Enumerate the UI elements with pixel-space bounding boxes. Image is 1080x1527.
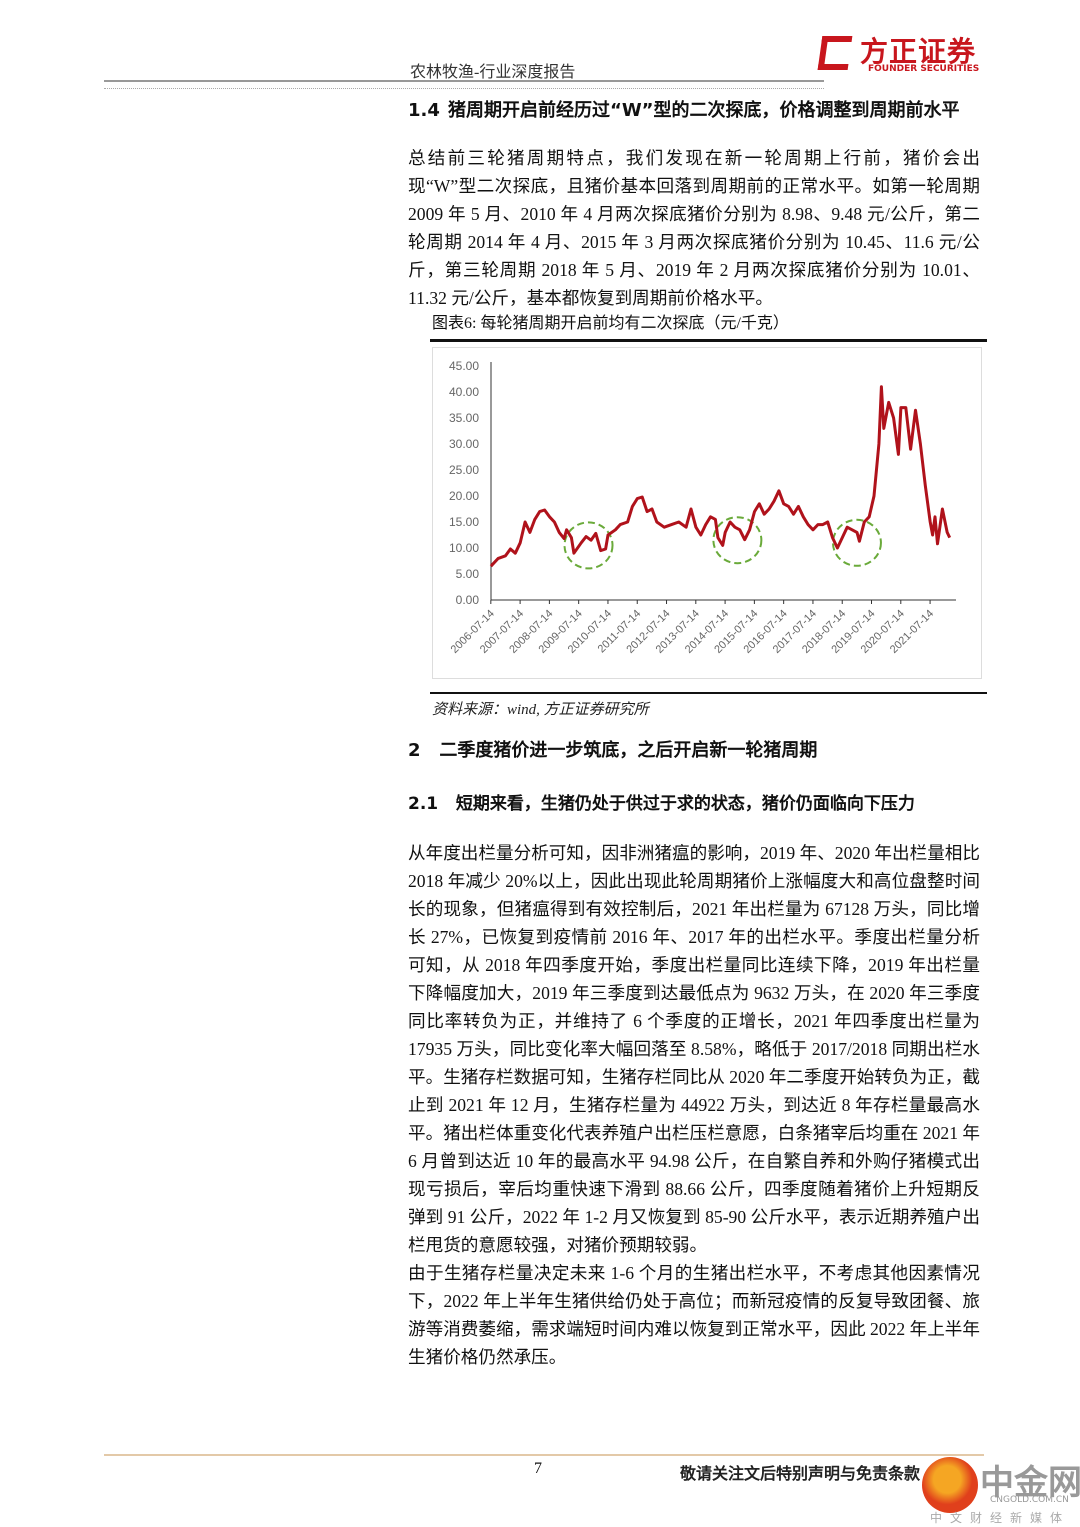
chart-svg: 0.00 5.00 10.00 15.00 20.00 25.00 30.00 35.00 40…: [449, 359, 956, 656]
founder-securities-logo: 方正证券 FOUNDER SECURITIES: [817, 34, 980, 78]
section-2-heading: 2 二季度猪价进一步筑底，之后开启新一轮猪周期: [408, 738, 980, 764]
y-tick-label: 10.00: [449, 541, 479, 555]
section-number: 2: [408, 740, 421, 761]
double-bottom-circle: [712, 516, 763, 565]
y-tick-label: 35.00: [449, 411, 479, 425]
y-tick-label: 40.00: [449, 385, 479, 399]
header-dotted-divider: [104, 88, 824, 89]
logo-en: FOUNDER SECURITIES: [868, 64, 980, 74]
pig-price-chart: 0.00 5.00 10.00 15.00 20.00 25.00 30.00 35.00 40…: [432, 347, 982, 679]
section-2-1-paragraph-1: 从年度出栏量分析可知，因非洲猪瘟的影响，2019 年、2020 年出栏量相比 2…: [408, 843, 980, 1255]
cngold-watermark: 中金网 CNGOLD.COM.CN 中文财经新媒体: [920, 1452, 1080, 1527]
logo-mark-icon: [817, 36, 853, 70]
cngold-logo-icon: [922, 1457, 978, 1513]
section-number: 2.1: [408, 794, 439, 814]
y-tick-label: 25.00: [449, 463, 479, 477]
figure: 图表6: 每轮猪周期开启前均有二次探底（元/千克） 0.00 5.00 10.00 1…: [430, 312, 987, 722]
report-category: 农林牧渔-行业深度报告: [410, 64, 576, 81]
y-tick-label: 0.00: [456, 593, 480, 607]
footer-divider: [104, 1454, 984, 1456]
section-2-1-paragraph-2: 由于生猪存栏量决定未来 1-6 个月的生猪出栏水平，不考虑其他因素情况下，202…: [408, 1263, 980, 1367]
main-content: 1.4 猪周期开启前经历过“W”型的二次探底，价格调整到周期前水平 总结前三轮猪周…: [408, 96, 987, 1371]
logo-cn: 方正证券: [860, 35, 977, 68]
watermark-cn: 中金网: [980, 1465, 1080, 1502]
section-1-4-heading: 1.4 猪周期开启前经历过“W”型的二次探底，价格调整到周期前水平: [408, 96, 980, 126]
y-tick-label: 5.00: [456, 567, 480, 581]
y-tick-label: 20.00: [449, 489, 479, 503]
section-2-1-heading: 2.1 短期来看，生猪仍处于供过于求的状态，猪价仍面临向下压力: [408, 791, 980, 817]
double-bottom-circle: [563, 521, 614, 570]
page-number: 7: [534, 1460, 542, 1477]
figure-source: 资料来源：wind, 方正证券研究所: [432, 702, 649, 718]
y-tick-label: 15.00: [449, 515, 479, 529]
section-1-4-paragraph: 总结前三轮猪周期特点，我们发现在新一轮周期上行前，猪价会出现“W”型二次探底，且…: [408, 148, 980, 308]
y-tick-label: 30.00: [449, 437, 479, 451]
watermark-en: CNGOLD.COM.CN: [990, 1495, 1069, 1505]
footer-disclaimer: 敬请关注文后特别声明与免责条款: [680, 1464, 921, 1483]
figure-top-rule: [430, 339, 987, 342]
y-tick-label: 45.00: [449, 359, 479, 373]
section-title: 短期来看，生猪仍处于供过于求的状态，猪价仍面临向下压力: [455, 794, 915, 814]
double-bottom-circle: [831, 518, 882, 567]
header-divider: [104, 80, 824, 82]
figure-bottom-rule: [430, 692, 987, 694]
watermark-sub: 中文财经新媒体: [930, 1511, 1071, 1525]
section-title: 二季度猪价进一步筑底，之后开启新一轮猪周期: [439, 740, 818, 761]
section-number: 1.4: [408, 100, 440, 121]
section-title: 猪周期开启前经历过“W”型的二次探底，价格调整到周期前水平: [448, 100, 960, 121]
figure-title: 图表6: 每轮猪周期开启前均有二次探底（元/千克）: [432, 315, 789, 332]
